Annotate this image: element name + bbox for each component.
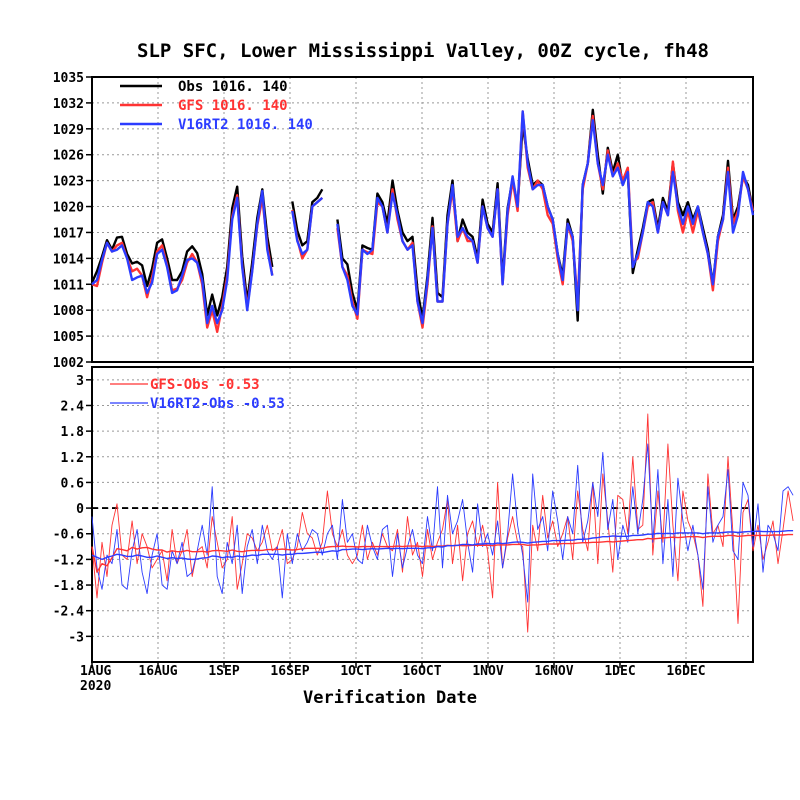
y-slp-tick-label: 1032 [53,97,84,112]
v16rt2-minus-obs-line [91,443,794,603]
y-slp-tick-label: 1026 [53,149,84,164]
x-tick-label: 1NOV [472,664,503,679]
x-tick-label: 16OCT [402,664,441,679]
y-slp-tick-label: 1008 [53,304,84,319]
legend-label-obs: Obs 1016. 140 [178,79,288,95]
y-diff-tick-label: -1.8 [53,579,84,594]
v16rt2-running-mean-line [91,530,794,561]
gfs-running-mean-line [91,533,794,573]
y-slp-tick-label: 1020 [53,201,84,216]
y-diff-tick-label: -0.6 [53,528,84,543]
y-diff-tick-label: -1.2 [53,553,84,568]
y-slp-tick-label: 1035 [53,71,84,86]
y-diff-tick-label: 3 [76,374,84,389]
legend-label-gfs: GFS 1016. 140 [178,98,288,114]
panel-frame [91,76,754,363]
x-tick-label: 1SEP [208,664,239,679]
legend-label-v16rt2-obs: V16RT2-Obs -0.53 [150,396,285,412]
y-slp-tick-label: 1002 [53,356,84,371]
legend-label-gfs-obs: GFS-Obs -0.53 [150,377,260,393]
x-tick-label: 16DEC [666,664,705,679]
v16rt2-series-line [91,110,755,325]
x-tick-label: 1OCT [340,664,371,679]
x-tick-label: 1DEC [604,664,635,679]
y-diff-tick-label: -2.4 [53,605,84,620]
y-diff-tick-label: 1.2 [61,451,84,466]
y-slp-tick-label: 1014 [53,252,84,267]
gfs-minus-obs-line [91,413,794,633]
x-tick-label: 16AUG [138,664,177,679]
bottom-panel-difference: 3 2.4 1.8 1.2 0.6 0 -0.6 -1.2 -1.8 -2.4 -3 GFS-Obs … [53,366,794,663]
x-axis-label: Verification Date [303,688,477,708]
y-slp-tick-label: 1005 [53,330,84,345]
x-tick-label: 16SEP [270,664,309,679]
x-axis: 1AUG 16AUG 1SEP 16SEP 1OCT 16OCT 1NOV 16NOV 1DEC… [80,662,706,694]
y-slp-tick-label: 1017 [53,226,84,241]
y-slp-tick-label: 1029 [53,123,84,138]
y-slp-tick-label: 1023 [53,175,84,190]
y-diff-tick-label: 0 [76,502,84,517]
legend-label-v16rt2: V16RT2 1016. 140 [178,117,313,133]
chart-title: SLP SFC, Lower Mississippi Valley, 00Z c… [137,40,709,62]
y-diff-tick-label: -3 [68,630,84,645]
y-slp-tick-label: 1011 [53,278,84,293]
y-diff-tick-label: 0.6 [61,476,85,491]
x-year-label: 2020 [80,679,111,694]
y-diff-tick-label: 1.8 [61,425,85,440]
y-diff-tick-label: 2.4 [61,399,85,414]
x-tick-label: 16NOV [534,664,573,679]
top-panel-slp: 1035 1032 1029 1026 1023 1020 1017 1014 1011 1008… [53,71,755,371]
x-tick-label: 1AUG [80,664,111,679]
